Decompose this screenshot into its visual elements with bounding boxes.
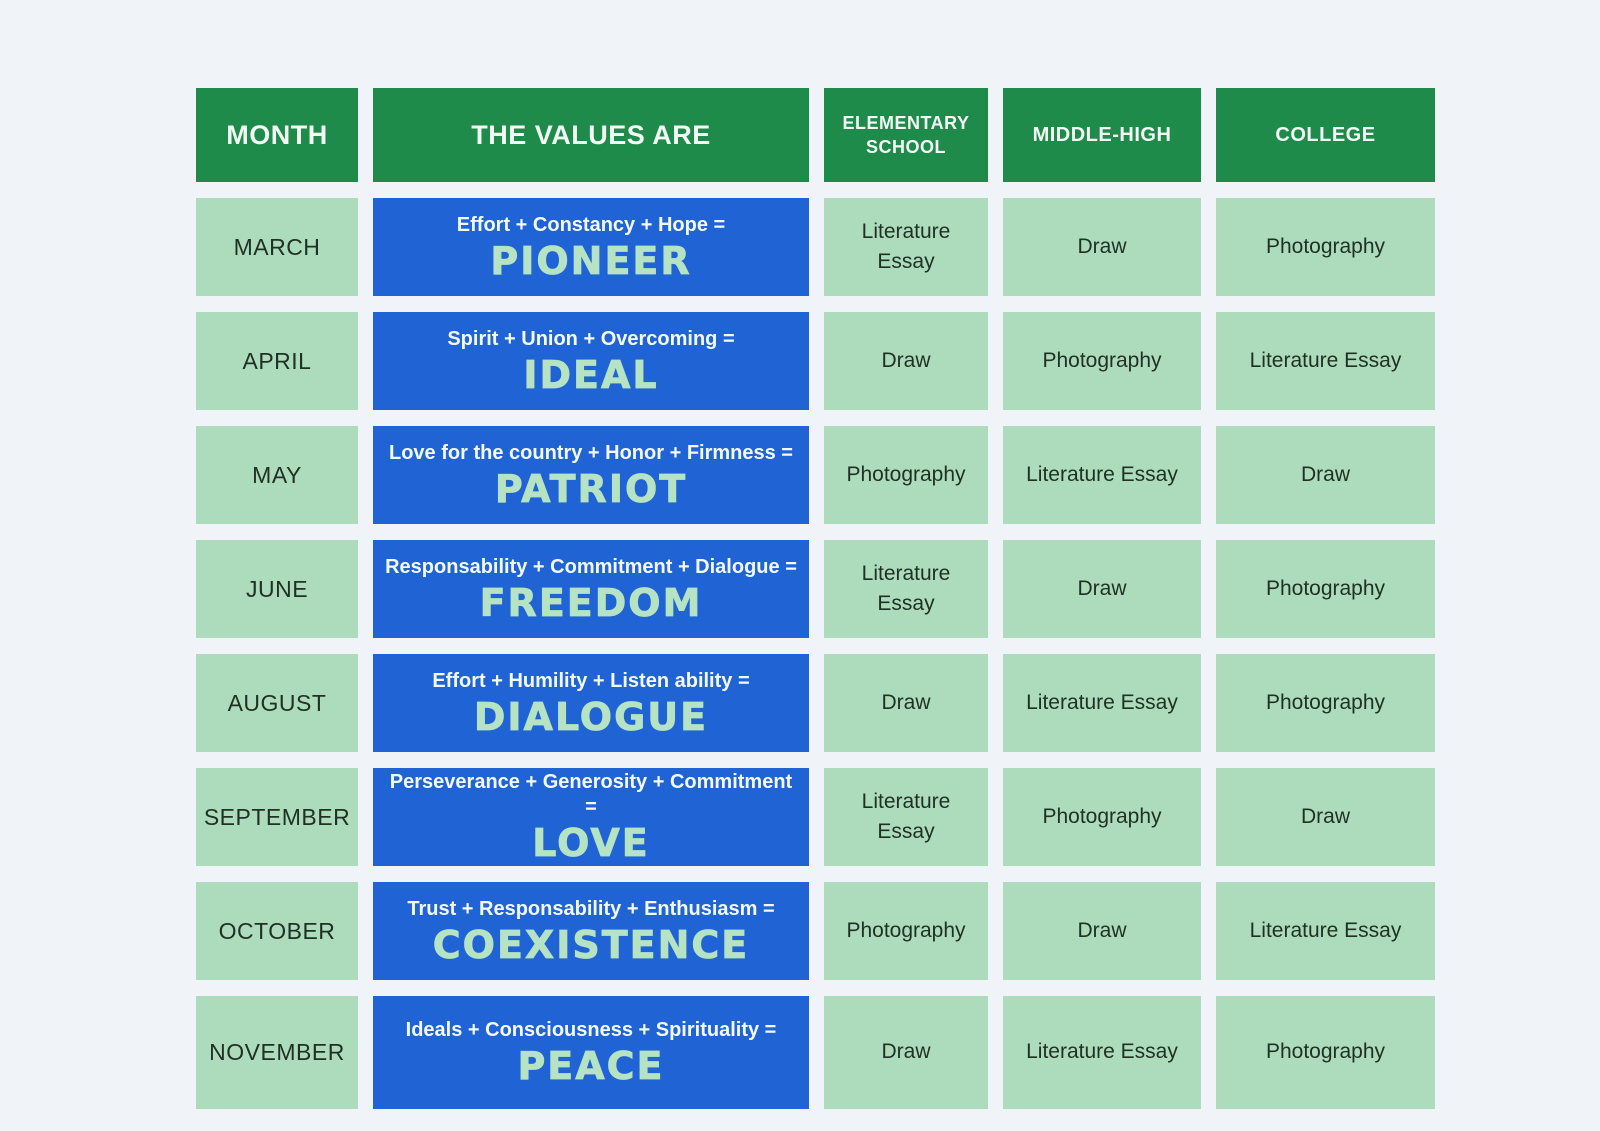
month-cell: AUGUST [196,654,358,752]
elementary-cell: Draw [824,312,988,410]
elementary-cell: Draw [824,996,988,1109]
month-cell: JUNE [196,540,358,638]
value-formula: Love for the country + Honor + Firmness … [389,441,793,464]
value-word: IDEAL [523,352,659,397]
values-cell: Spirit + Union + Overcoming = IDEAL [373,312,809,410]
month-cell: SEPTEMBER [196,768,358,866]
middle-high-cell: Photography [1003,312,1201,410]
college-cell: Draw [1216,426,1435,524]
header-values: THE VALUES ARE [373,88,809,182]
value-word: FREEDOM [479,580,703,625]
month-cell: OCTOBER [196,882,358,980]
header-college: COLLEGE [1216,88,1435,182]
college-cell: Photography [1216,996,1435,1109]
college-cell: Draw [1216,768,1435,866]
values-cell: Effort + Constancy + Hope = PIONEER [373,198,809,296]
values-cell: Perseverance + Generosity + Commitment =… [373,768,809,866]
value-formula: Trust + Responsability + Enthusiasm = [407,897,775,920]
middle-high-cell: Draw [1003,198,1201,296]
middle-high-cell: Draw [1003,540,1201,638]
value-word: PEACE [517,1044,665,1089]
elementary-cell: Photography [824,882,988,980]
values-cell: Love for the country + Honor + Firmness … [373,426,809,524]
value-formula: Effort + Constancy + Hope = [456,213,726,236]
elementary-cell: Photography [824,426,988,524]
middle-high-cell: Draw [1003,882,1201,980]
value-formula: Responsability + Commitment + Dialogue = [385,555,797,578]
values-cell: Responsability + Commitment + Dialogue =… [373,540,809,638]
header-elementary-school: ELEMENTARY SCHOOL [824,88,988,182]
college-cell: Literature Essay [1216,312,1435,410]
values-cell: Ideals + Consciousness + Spirituality = P… [373,996,809,1109]
values-cell: Effort + Humility + Listen ability = DIAL… [373,654,809,752]
value-word: PIONEER [490,238,692,283]
header-middle-high: MIDDLE-HIGH [1003,88,1201,182]
elementary-cell: Literature Essay [824,540,988,638]
college-cell: Photography [1216,540,1435,638]
values-table: MONTH THE VALUES ARE ELEMENTARY SCHOOL M… [196,88,1435,1109]
month-cell: NOVEMBER [196,996,358,1109]
month-cell: MARCH [196,198,358,296]
middle-high-cell: Literature Essay [1003,426,1201,524]
value-formula: Perseverance + Generosity + Commitment = [389,771,793,819]
header-month: MONTH [196,88,358,182]
value-word: PATRIOT [494,466,688,511]
middle-high-cell: Literature Essay [1003,654,1201,752]
values-cell: Trust + Responsability + Enthusiasm = COE… [373,882,809,980]
month-cell: APRIL [196,312,358,410]
value-word: COEXISTENCE [432,922,750,967]
value-formula: Ideals + Consciousness + Spirituality = [405,1019,777,1042]
value-word: LOVE [532,821,650,866]
middle-high-cell: Photography [1003,768,1201,866]
value-formula: Effort + Humility + Listen ability = [432,669,750,692]
value-formula: Spirit + Union + Overcoming = [447,327,735,350]
elementary-cell: Literature Essay [824,198,988,296]
middle-high-cell: Literature Essay [1003,996,1201,1109]
college-cell: Photography [1216,198,1435,296]
elementary-cell: Draw [824,654,988,752]
elementary-cell: Literature Essay [824,768,988,866]
month-cell: MAY [196,426,358,524]
value-word: DIALOGUE [473,694,709,739]
college-cell: Literature Essay [1216,882,1435,980]
college-cell: Photography [1216,654,1435,752]
